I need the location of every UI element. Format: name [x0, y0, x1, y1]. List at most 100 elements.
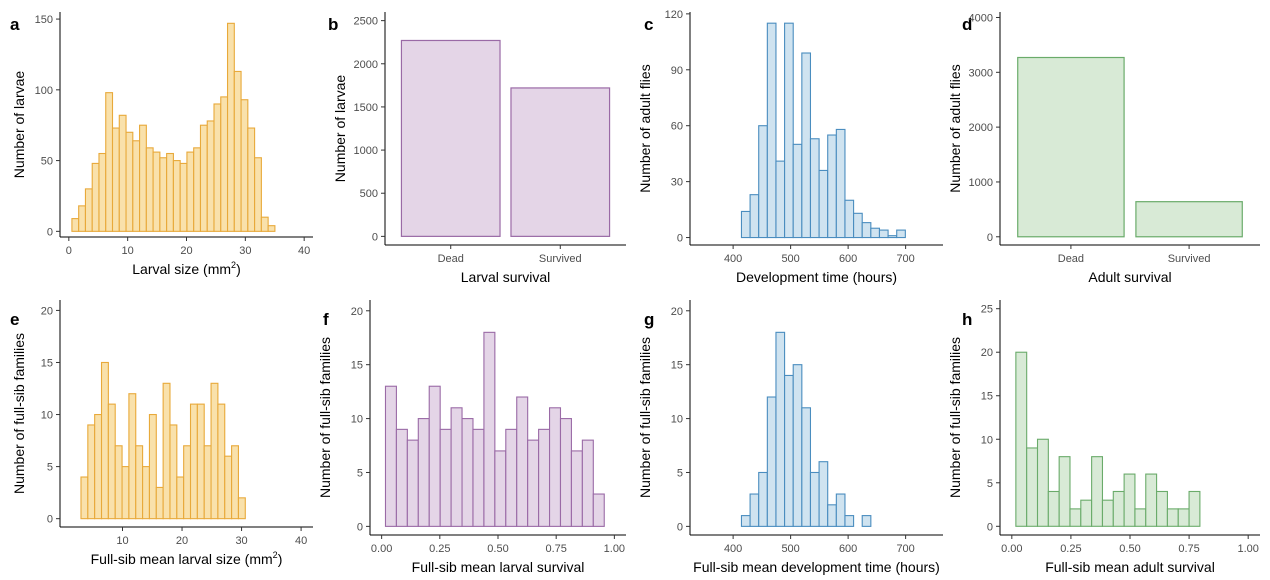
bin-f-1 — [395, 428, 408, 527]
y-tick-label-f-2: 10 — [351, 414, 363, 426]
bin-a-28 — [260, 216, 269, 232]
bin-c-21 — [887, 235, 898, 239]
bin-a-24 — [233, 70, 242, 232]
x-tick-label-e-3: 40 — [295, 535, 307, 547]
bar-d-survived — [1135, 201, 1243, 238]
bin-h-2 — [1036, 438, 1049, 527]
bin-e-6 — [107, 403, 116, 520]
panel-b: b 0 500 1000 1500 2000 2500 Dead Survived Larval … — [328, 12, 626, 285]
x-axis-title-h: Full-sib mean adult survival — [1045, 559, 1215, 575]
bin-h-6 — [1080, 499, 1093, 527]
bin-g-7 — [766, 396, 777, 527]
y-tick-label-h-2: 10 — [981, 434, 993, 446]
bin-f-14 — [538, 428, 551, 527]
bin-e-4 — [94, 413, 103, 520]
panel-label-e: e — [10, 310, 19, 329]
y-tick-label-b-3: 1500 — [354, 102, 378, 114]
y-tick-label-e-1: 5 — [47, 462, 53, 474]
bin-c-5 — [749, 194, 760, 239]
y-axis-title-a: Number of larvae — [11, 71, 27, 179]
x-axis-title-sup-e: 2 — [273, 550, 278, 560]
y-tick-label-h-4: 20 — [981, 347, 993, 359]
y-tick-label-b-2: 1000 — [354, 145, 378, 157]
bin-c-14 — [827, 134, 837, 239]
bin-h-5 — [1069, 508, 1082, 527]
bin-a-14 — [166, 152, 174, 232]
x-tick-label-a-3: 30 — [239, 245, 251, 257]
bin-e-11 — [142, 466, 150, 520]
bin-c-12 — [809, 138, 820, 239]
x-tick-label-d-1: Survived — [1168, 253, 1211, 265]
x-tick-label-h-1: 0.25 — [1060, 543, 1081, 555]
bin-h-1 — [1026, 447, 1039, 527]
y-axis-title-g: Number of full-sib families — [637, 337, 653, 498]
y-tick-label-d-1: 1000 — [969, 177, 993, 189]
y-tick-label-f-1: 5 — [357, 467, 363, 479]
bin-e-14 — [162, 382, 171, 520]
y-tick-label-a-1: 50 — [41, 156, 53, 168]
x-axis-title-main-e: Full-sib mean larval size (mm — [91, 551, 273, 567]
bin-g-9 — [784, 374, 794, 527]
bin-a-20 — [206, 120, 215, 232]
bin-h-15 — [1177, 508, 1190, 527]
y-axis-title-e: Number of full-sib families — [11, 333, 27, 494]
x-tick-label-a-0: 0 — [66, 245, 72, 257]
panel-a: a 0 50 100 150 0 10 20 30 40 Larval size (mm2) Numb… — [10, 12, 313, 277]
x-tick-label-f-2: 0.50 — [487, 543, 508, 555]
panel-label-c: c — [644, 15, 653, 34]
bin-e-12 — [148, 413, 157, 520]
bin-e-22 — [217, 403, 226, 520]
bin-c-8 — [775, 160, 786, 239]
bin-e-20 — [203, 445, 212, 520]
x-axis-title-end-e: ) — [278, 551, 283, 567]
x-axis-title-main-a: Larval size (mm — [132, 261, 231, 277]
panel-h: h 0 5 10 15 20 25 0.00 0.25 0.50 0.75 1.00 Full-sib … — [947, 300, 1260, 575]
bin-f-13 — [527, 439, 540, 527]
bin-e-24 — [231, 445, 239, 520]
y-tick-label-f-4: 20 — [351, 306, 363, 318]
bin-g-15 — [835, 493, 846, 527]
panel-d: d 0 1000 2000 3000 4000 Dead Survived Adult surv… — [947, 12, 1260, 285]
bin-a-21 — [213, 103, 222, 232]
x-tick-label-e-2: 30 — [235, 535, 247, 547]
bin-e-3 — [87, 424, 96, 520]
panel-c: c 0 30 60 90 120 400 500 600 700 Development time … — [637, 9, 943, 285]
x-tick-label-e-0: 10 — [116, 535, 128, 547]
y-tick-label-e-4: 20 — [41, 305, 53, 317]
bin-e-21 — [210, 382, 219, 520]
bin-f-3 — [417, 418, 430, 527]
x-axis-title-end-a: ) — [236, 261, 241, 277]
bin-c-11 — [801, 52, 812, 239]
bin-f-8 — [472, 428, 485, 527]
x-axis-title-g: Full-sib mean development time (hours) — [693, 559, 940, 575]
bin-e-18 — [189, 403, 198, 520]
bin-c-6 — [758, 125, 768, 239]
bin-a-23 — [226, 22, 235, 232]
bin-e-13 — [155, 486, 164, 520]
bin-a-4 — [98, 152, 107, 232]
bin-a-26 — [247, 127, 256, 232]
bin-e-7 — [114, 445, 123, 520]
y-tick-label-c-1: 30 — [671, 177, 683, 189]
bar-b-dead — [400, 39, 501, 237]
bin-c-10 — [792, 143, 803, 239]
bin-e-5 — [100, 361, 109, 520]
x-tick-label-g-2: 600 — [839, 543, 857, 555]
bin-h-0 — [1015, 351, 1028, 527]
x-tick-label-h-2: 0.50 — [1119, 543, 1140, 555]
x-tick-label-g-0: 400 — [724, 543, 742, 555]
panel-f: f 0 5 10 15 20 0.00 0.25 0.50 0.75 1.00 Full-sib me… — [317, 300, 626, 575]
bin-f-5 — [439, 428, 452, 527]
bin-c-20 — [878, 229, 889, 239]
x-tick-label-f-1: 0.25 — [429, 543, 450, 555]
bin-a-29 — [267, 225, 276, 232]
y-tick-label-d-2: 2000 — [969, 122, 993, 134]
bin-c-4 — [740, 210, 751, 239]
y-tick-label-g-4: 20 — [671, 306, 683, 318]
y-tick-label-a-0: 0 — [47, 226, 53, 238]
bin-e-23 — [224, 455, 233, 520]
bin-a-18 — [193, 147, 202, 232]
y-tick-label-f-3: 15 — [351, 360, 363, 372]
bin-e-2 — [80, 476, 89, 520]
